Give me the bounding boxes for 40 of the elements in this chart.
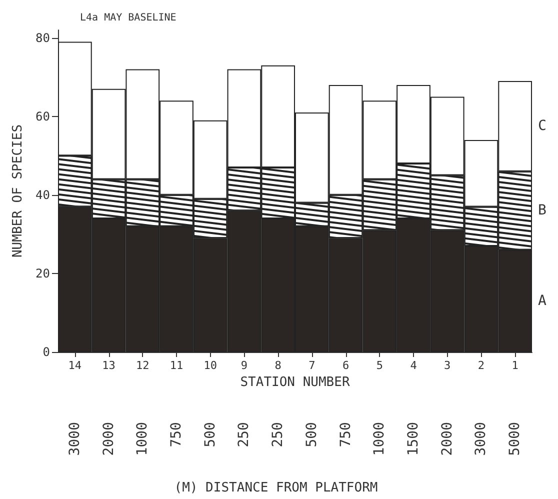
y-tick-label: 60 <box>36 109 50 124</box>
series-label: A <box>538 292 547 309</box>
x-tick-label: 9 <box>240 359 248 372</box>
x-tick-label: 13 <box>102 359 116 372</box>
text: 1500 <box>406 422 422 456</box>
series-label: C <box>538 118 546 134</box>
text: 750 <box>168 422 184 448</box>
x-tick-label: 10 <box>204 359 217 372</box>
text: 3000 <box>473 422 490 456</box>
y-axis-title: NUMBER OF SPECIES <box>10 124 26 258</box>
y-tick-label: 80 <box>36 30 50 45</box>
text: 5000 <box>507 422 524 456</box>
x-tick-label: 3 <box>444 359 451 372</box>
text: (M) DISTANCE FROM PLATFORM <box>174 480 378 496</box>
y-tick-label: 40 <box>36 188 50 202</box>
text: 250 <box>236 422 252 448</box>
x-axis-title: STATION NUMBER <box>240 375 350 390</box>
x-tick-label: 1 <box>512 359 518 372</box>
text: 2000 <box>100 422 117 456</box>
text: 500 <box>202 422 218 448</box>
x-tick-label: 6 <box>342 359 350 372</box>
y-tick-label: 0 <box>42 345 50 359</box>
x-tick-label: 4 <box>410 359 418 372</box>
x-tick-label: 7 <box>308 359 316 372</box>
text: 250 <box>270 422 286 448</box>
x-tick-label: 2 <box>478 359 485 372</box>
text: 1000 <box>372 422 388 456</box>
text: 500 <box>304 422 320 448</box>
text: 3000 <box>66 422 83 456</box>
chart-title: L4a MAY BASELINE <box>80 12 176 24</box>
x-tick-label: 14 <box>68 359 82 372</box>
text: 2000 <box>439 422 456 456</box>
text: 750 <box>338 422 354 448</box>
x-tick-label: 8 <box>274 359 282 372</box>
x-tick-label: 12 <box>136 359 150 372</box>
x-tick-label: 5 <box>376 359 383 372</box>
series-label: B <box>538 202 546 219</box>
text: 1000 <box>134 422 151 456</box>
y-tick-label: 20 <box>36 266 50 280</box>
x-tick-label: 11 <box>170 359 184 372</box>
